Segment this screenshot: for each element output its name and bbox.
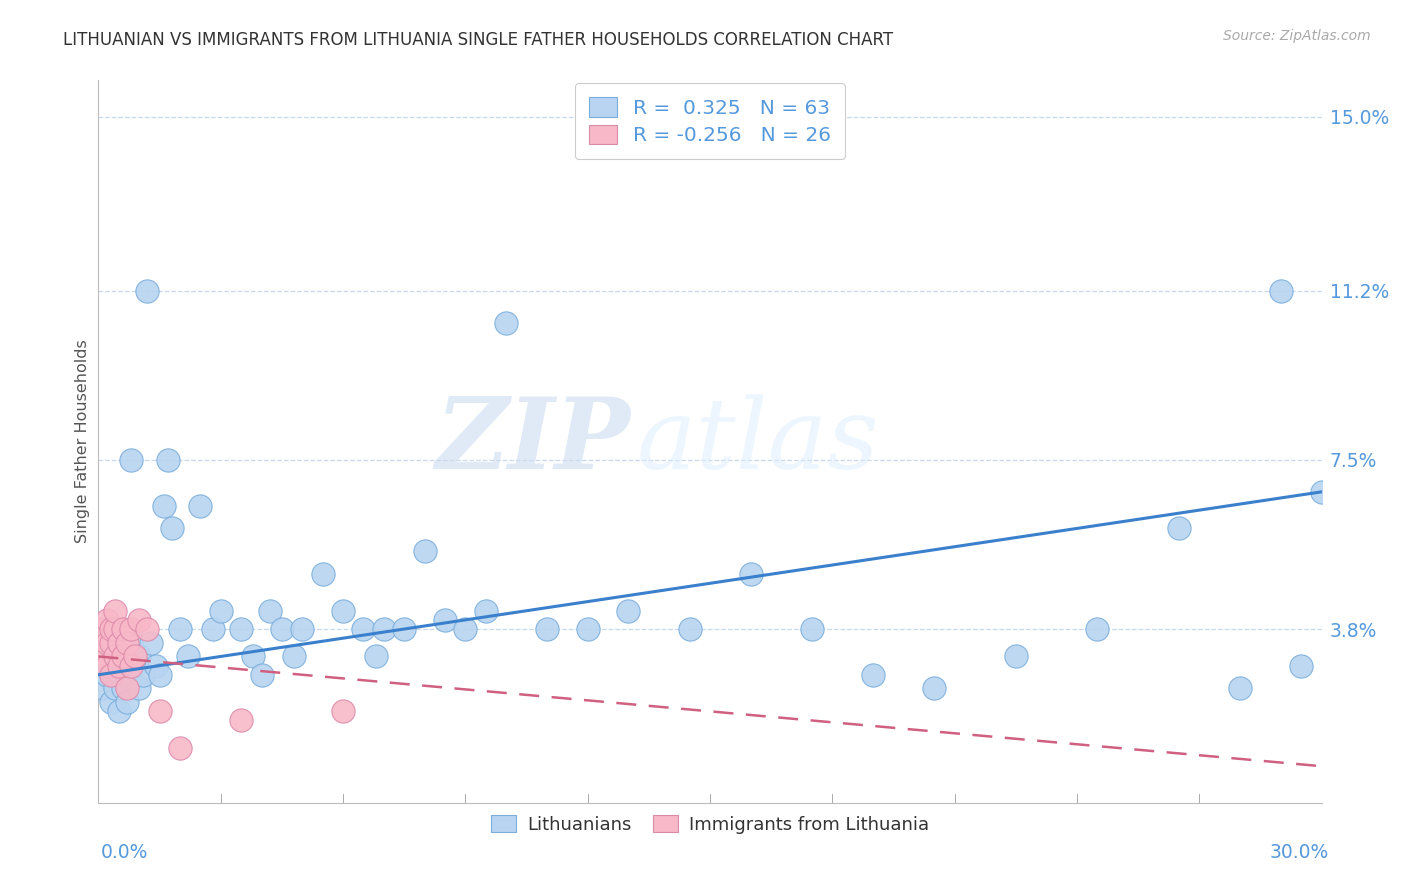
Point: [801, 622, 824, 636]
Point: [434, 613, 457, 627]
Point: [1085, 622, 1108, 636]
Point: [332, 704, 354, 718]
Point: [1167, 521, 1189, 535]
Point: [120, 453, 142, 467]
Point: [141, 636, 163, 650]
Point: [108, 667, 131, 681]
Y-axis label: Single Father Households: Single Father Households: [75, 340, 90, 543]
Point: [270, 622, 294, 636]
Point: [1291, 658, 1313, 673]
Point: [111, 658, 134, 673]
Point: [120, 636, 142, 650]
Point: [373, 622, 395, 636]
Point: [740, 567, 762, 582]
Point: [352, 622, 374, 636]
Point: [922, 681, 945, 696]
Point: [152, 499, 174, 513]
Point: [115, 636, 138, 650]
Point: [242, 649, 264, 664]
Point: [100, 667, 122, 681]
Point: [679, 622, 702, 636]
Point: [250, 667, 273, 681]
Point: [474, 604, 498, 618]
Point: [1270, 284, 1292, 298]
Point: [91, 681, 114, 696]
Point: [149, 667, 172, 681]
Point: [111, 649, 134, 664]
Point: [100, 658, 122, 673]
Point: [115, 681, 138, 696]
Point: [201, 622, 224, 636]
Point: [364, 649, 387, 664]
Legend: Lithuanians, Immigrants from Lithuania: Lithuanians, Immigrants from Lithuania: [484, 807, 936, 841]
Point: [124, 649, 146, 664]
Point: [128, 649, 150, 664]
Point: [100, 695, 122, 709]
Point: [115, 667, 138, 681]
Point: [104, 649, 127, 664]
Point: [156, 453, 179, 467]
Point: [149, 704, 172, 718]
Point: [104, 681, 127, 696]
Point: [160, 521, 183, 535]
Point: [332, 604, 354, 618]
Point: [120, 658, 142, 673]
Point: [188, 499, 212, 513]
Point: [136, 622, 159, 636]
Point: [104, 604, 127, 618]
Point: [108, 658, 131, 673]
Text: 30.0%: 30.0%: [1270, 843, 1329, 862]
Point: [128, 681, 150, 696]
Point: [495, 316, 517, 330]
Point: [120, 622, 142, 636]
Point: [108, 704, 131, 718]
Point: [132, 667, 155, 681]
Point: [145, 658, 167, 673]
Point: [454, 622, 477, 636]
Text: Source: ZipAtlas.com: Source: ZipAtlas.com: [1223, 29, 1371, 43]
Point: [231, 622, 253, 636]
Point: [413, 544, 436, 558]
Point: [617, 604, 640, 618]
Point: [283, 649, 305, 664]
Point: [312, 567, 335, 582]
Point: [392, 622, 416, 636]
Point: [124, 658, 146, 673]
Point: [1229, 681, 1251, 696]
Point: [1310, 484, 1333, 499]
Point: [111, 622, 134, 636]
Point: [100, 622, 122, 636]
Point: [100, 636, 122, 650]
Point: [108, 636, 131, 650]
Point: [177, 649, 200, 664]
Point: [576, 622, 599, 636]
Point: [91, 649, 114, 664]
Point: [96, 636, 118, 650]
Point: [209, 604, 232, 618]
Point: [536, 622, 558, 636]
Point: [91, 622, 114, 636]
Point: [169, 740, 191, 755]
Point: [104, 622, 127, 636]
Point: [231, 714, 253, 728]
Point: [128, 613, 150, 627]
Text: 0.0%: 0.0%: [101, 843, 149, 862]
Point: [169, 622, 191, 636]
Point: [862, 667, 884, 681]
Point: [96, 667, 118, 681]
Point: [115, 695, 138, 709]
Point: [259, 604, 281, 618]
Text: ZIP: ZIP: [436, 393, 630, 490]
Text: atlas: atlas: [637, 394, 879, 489]
Point: [136, 284, 159, 298]
Point: [291, 622, 314, 636]
Point: [111, 681, 134, 696]
Point: [104, 649, 127, 664]
Point: [96, 613, 118, 627]
Point: [1004, 649, 1026, 664]
Point: [96, 658, 118, 673]
Text: LITHUANIAN VS IMMIGRANTS FROM LITHUANIA SINGLE FATHER HOUSEHOLDS CORRELATION CHA: LITHUANIAN VS IMMIGRANTS FROM LITHUANIA …: [63, 31, 893, 49]
